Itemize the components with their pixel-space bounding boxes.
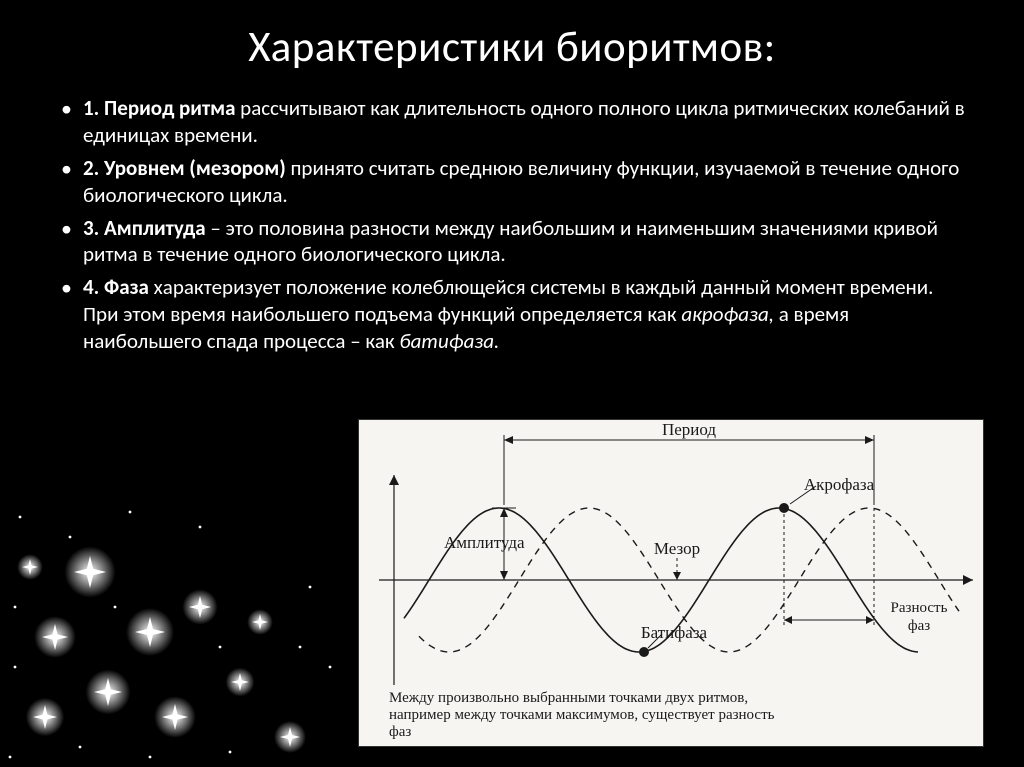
svg-text:фаз: фаз [908,618,930,634]
bullet-4: 4. Фаза характеризует положение колеблющ… [55,274,969,355]
bullet-list: 1. Период ритма рассчитывают как длитель… [55,95,969,355]
svg-text:Разность: Разность [891,600,948,616]
bullet-1: 1. Период ритма рассчитывают как длитель… [55,95,969,149]
svg-text:Амплитуда: Амплитуда [444,533,525,552]
bullet-3-rest: – это половина разности между наибольшим… [83,215,938,268]
page-title: Характеристики биоритмов: [55,20,969,73]
bullet-2-term: Уровнем (мезором) [104,155,286,181]
svg-text:Между произвольно выбранными т: Между произвольно выбранными точками дву… [389,690,748,706]
svg-text:фаз: фаз [389,724,411,740]
bullet-4-italicb: батифаза. [399,328,499,354]
biorhythm-diagram: Период Амплитуда Мезор Акрофаза Батифаза Разн… [358,419,984,747]
bullet-2: 2. Уровнем (мезором) принято считать сре… [55,155,969,209]
bullet-3-term: Амплитуда [104,215,206,241]
svg-text:Период: Период [662,420,716,439]
svg-text:Мезор: Мезор [654,539,700,558]
bullet-4-term: Фаза [104,274,149,300]
svg-text:Акрофаза: Акрофаза [804,475,875,494]
svg-text:Батифаза: Батифаза [641,623,708,642]
bullet-4-italica: акрофаза, [681,301,774,327]
bullet-3: 3. Амплитуда – это половина разности меж… [55,215,969,269]
svg-text:например между точками максиму: например между точками максимумов, сущес… [389,707,775,723]
bullet-1-term: Период ритма [104,95,235,121]
bullet-3-num: 3. [83,215,99,241]
stars-decoration [0,467,360,767]
bullet-2-num: 2. [83,155,99,181]
bullet-1-num: 1. [83,95,99,121]
bullet-4-num: 4. [83,274,99,300]
